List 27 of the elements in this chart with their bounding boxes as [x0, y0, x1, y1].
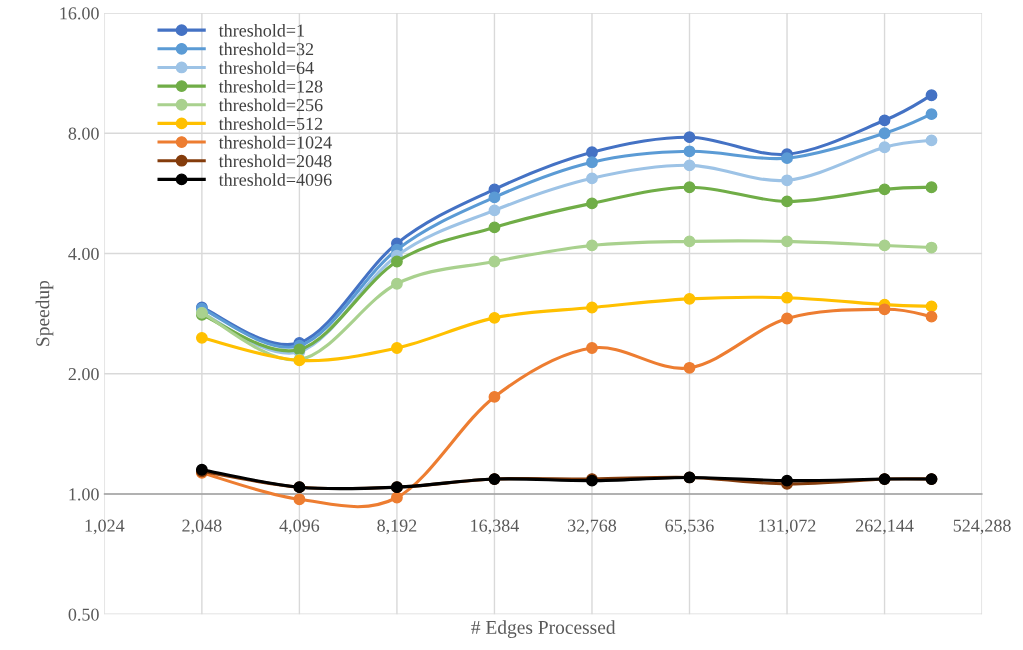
y-tick-label: 0.50 [68, 608, 99, 621]
x-tick-label: 65,536 [665, 519, 714, 535]
legend-label: threshold=2048 [218, 154, 332, 168]
y-tick-label: 8.00 [68, 127, 99, 140]
legend-label: threshold=4096 [218, 173, 332, 186]
y-tick-label: 1.00 [69, 488, 99, 501]
legend-label: threshold=32 [218, 42, 314, 56]
x-tick-label: 16,384 [471, 519, 519, 535]
legend-label: threshold=64 [218, 61, 314, 74]
y-tick-label: 4.00 [68, 247, 99, 261]
y-axis-title: Speedup [35, 280, 54, 346]
x-tick-label: 524,288 [953, 519, 1011, 535]
y-tick-label: 16.00 [60, 7, 99, 20]
legend-label: threshold=128 [218, 79, 323, 93]
legend-label: threshold=1024 [218, 135, 332, 149]
legend-label: threshold=256 [218, 98, 323, 112]
x-tick-label: 8,192 [377, 519, 417, 535]
legend-label: threshold=1 [218, 23, 304, 37]
x-tick-label: 1,024 [85, 519, 125, 535]
x-tick-label: 4,096 [279, 519, 320, 535]
x-tick-label: 131,072 [759, 519, 816, 535]
y-tick-label: 2.00 [68, 368, 99, 381]
legend-label: threshold=512 [218, 117, 323, 130]
x-tick-label: 32,768 [568, 519, 617, 535]
x-axis-title: # Edges Processed [471, 620, 616, 638]
x-tick-label: 2,048 [182, 519, 222, 535]
x-tick-label: 262,144 [856, 519, 914, 535]
